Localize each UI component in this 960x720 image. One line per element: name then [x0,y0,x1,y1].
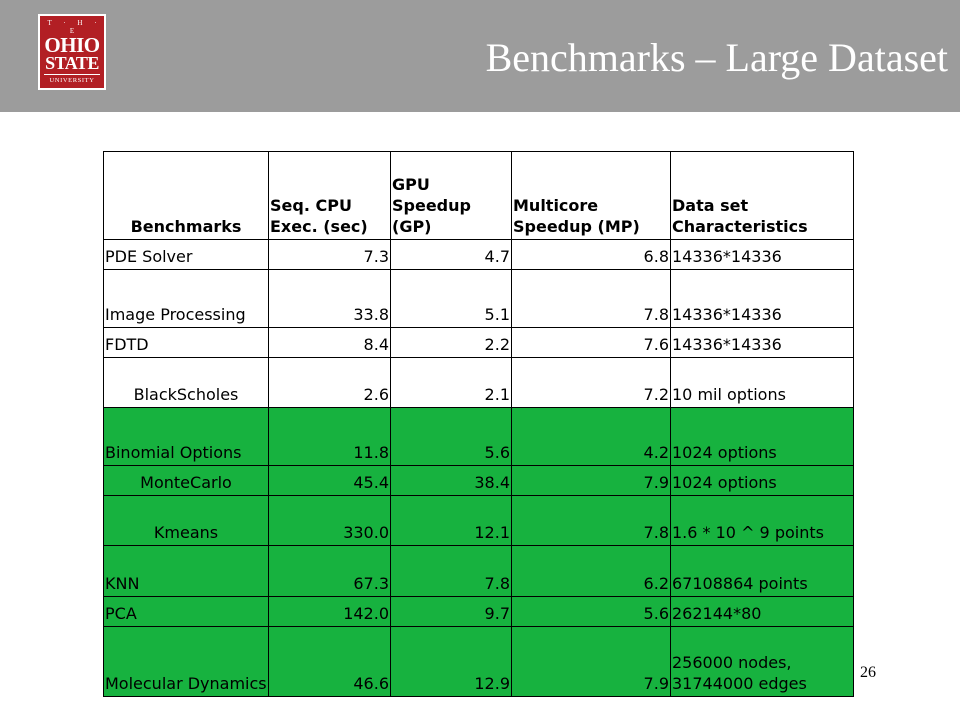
seq-cpu-cell: 45.4 [268,465,391,496]
benchmark-name-cell: MonteCarlo [103,465,269,496]
benchmark-name-cell: BlackScholes [103,357,269,408]
logo-state: STATE [45,53,99,73]
table-row: Kmeans 330.0 12.1 7.8 1.6 * 10 ^ 9 points [103,495,854,546]
seq-cpu-cell: 8.4 [268,327,391,358]
data-set-cell: 67108864 points [670,545,854,597]
table-row: PCA 142.0 9.7 5.6 262144*80 [103,596,854,627]
gpu-speedup-cell: 2.2 [390,327,512,358]
seq-cpu-cell: 142.0 [268,596,391,627]
gpu-speedup-cell: 2.1 [390,357,512,408]
header-seq-cpu: Seq. CPU Exec. (sec) [268,151,391,240]
slide-title: Benchmarks – Large Dataset [485,35,948,80]
seq-cpu-cell: 11.8 [268,407,391,466]
table-row: MonteCarlo 45.4 38.4 7.9 1024 options [103,465,854,496]
multicore-speedup-cell: 7.8 [511,495,671,546]
gpu-speedup-cell: 9.7 [390,596,512,627]
gpu-speedup-cell: 4.7 [390,239,512,270]
multicore-speedup-cell: 5.6 [511,596,671,627]
header-multicore-speedup: Multicore Speedup (MP) [511,151,671,240]
multicore-speedup-cell: 6.2 [511,545,671,597]
table-row: BlackScholes 2.6 2.1 7.2 10 mil options [103,357,854,408]
benchmark-name-cell: KNN [103,545,269,597]
gpu-speedup-cell: 5.6 [390,407,512,466]
gpu-speedup-cell: 12.9 [390,626,512,697]
gpu-speedup-cell: 12.1 [390,495,512,546]
multicore-speedup-cell: 7.8 [511,269,671,328]
gpu-speedup-cell: 7.8 [390,545,512,597]
multicore-speedup-cell: 7.9 [511,465,671,496]
university-logo: T · H · E OHIO STATE UNIVERSITY [38,14,106,90]
logo-ohio: OHIO [44,33,100,57]
data-set-cell: 1024 options [670,465,854,496]
benchmark-name-cell: FDTD [103,327,269,358]
table-row: PDE Solver 7.3 4.7 6.8 14336*14336 [103,239,854,270]
seq-cpu-cell: 67.3 [268,545,391,597]
logo-the: T · H · E [47,19,102,35]
seq-cpu-cell: 7.3 [268,239,391,270]
gpu-speedup-cell: 5.1 [390,269,512,328]
table-row: Image Processing 33.8 5.1 7.8 14336*14336 [103,269,854,328]
data-set-cell: 1.6 * 10 ^ 9 points [670,495,854,546]
seq-cpu-cell: 2.6 [268,357,391,408]
data-set-cell: 256000 nodes, 31744000 edges [670,626,854,697]
table-row: KNN 67.3 7.8 6.2 67108864 points [103,545,854,597]
benchmark-name-cell: PCA [103,596,269,627]
header-benchmarks: Benchmarks [103,151,269,240]
benchmark-name-cell: Binomial Options [103,407,269,466]
benchmark-name-cell: Kmeans [103,495,269,546]
multicore-speedup-cell: 6.8 [511,239,671,270]
multicore-speedup-cell: 7.9 [511,626,671,697]
logo-university: UNIVERSITY [44,74,100,85]
data-set-cell: 14336*14336 [670,327,854,358]
table-row: Molecular Dynamics 46.6 12.9 7.9 256000 node… [103,626,854,697]
seq-cpu-cell: 33.8 [268,269,391,328]
data-set-cell: 262144*80 [670,596,854,627]
header-gpu-speedup: GPU Speedup (GP) [390,151,512,240]
benchmark-name-cell: PDE Solver [103,239,269,270]
multicore-speedup-cell: 7.6 [511,327,671,358]
table-row: FDTD 8.4 2.2 7.6 14336*14336 [103,327,854,358]
seq-cpu-cell: 46.6 [268,626,391,697]
gpu-speedup-cell: 38.4 [390,465,512,496]
benchmark-name-cell: Molecular Dynamics [103,626,269,697]
multicore-speedup-cell: 4.2 [511,407,671,466]
data-set-cell: 14336*14336 [670,269,854,328]
benchmarks-table: Benchmarks Seq. CPU Exec. (sec) GPU Spee… [103,151,854,697]
table-header-row: Benchmarks Seq. CPU Exec. (sec) GPU Spee… [103,151,854,240]
page-number: 26 [860,664,876,681]
benchmark-name-cell: Image Processing [103,269,269,328]
data-set-cell: 1024 options [670,407,854,466]
multicore-speedup-cell: 7.2 [511,357,671,408]
header-data-set: Data set Characteristics [670,151,854,240]
data-set-cell: 10 mil options [670,357,854,408]
data-set-cell: 14336*14336 [670,239,854,270]
seq-cpu-cell: 330.0 [268,495,391,546]
slide-header: T · H · E OHIO STATE UNIVERSITY Benchmar… [0,0,960,112]
table-row: Binomial Options 11.8 5.6 4.2 1024 options [103,407,854,466]
